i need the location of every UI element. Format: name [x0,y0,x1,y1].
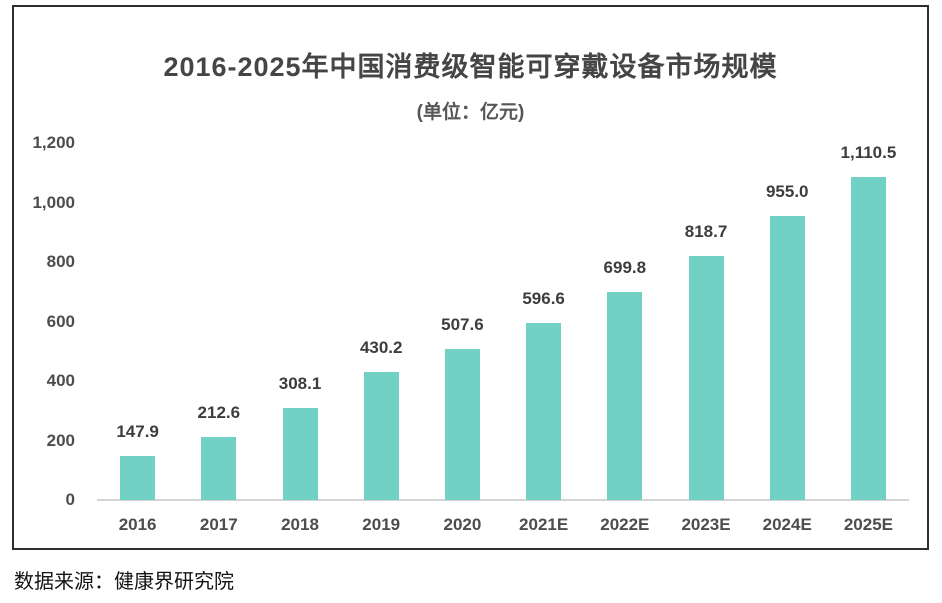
x-axis-baseline [97,499,909,501]
bar [688,256,724,500]
bar-group: 818.7 [665,143,746,500]
bar-value-label: 699.8 [603,257,647,277]
bar [526,322,562,500]
y-axis-tick-label: 1,000 [32,192,75,212]
x-axis-tick-label: 2023E [681,515,731,534]
y-axis-tick-label: 0 [65,490,75,509]
bar-group: 147.9 [97,143,178,500]
x-axis-tick-label: 2020 [443,515,482,534]
bar-value-label: 147.9 [116,422,159,441]
bar-value-label: 596.6 [522,288,565,308]
bar-value-label: 212.6 [197,402,241,422]
bars-container: 147.9 212.6 308.1 430.2 507.6 596.6 699.8 818.7… [97,143,909,500]
bar-group: 699.8 [584,143,665,500]
chart-frame: 2016-2025年中国消费级智能可穿戴设备市场规模 (单位：亿元) 147.9… [12,5,929,550]
y-axis-tick-label: 400 [46,371,75,390]
bar [607,291,643,500]
y-axis-tick-label: 200 [46,430,75,450]
bar-group: 430.2 [341,143,422,500]
x-axis-tick-label: 2021E [519,515,569,534]
plot-area: 147.9 212.6 308.1 430.2 507.6 596.6 699.8 818.7… [32,133,909,509]
bar-value-label: 308.1 [278,374,322,394]
bar-group: 596.6 [503,143,584,500]
bar-group: 955.0 [747,143,828,500]
bar [120,456,156,500]
x-axis-labels: 2016 2017 2018 2019 2020 2021E 2022E 2023E 2024E… [97,515,909,535]
bar-value-label: 818.7 [684,222,728,242]
y-axis-tick-label: 1,200 [32,133,75,152]
y-axis-tick-label: 800 [46,252,75,271]
bar-group: 308.1 [259,143,340,500]
x-axis-tick-label: 2022E [600,515,650,534]
x-axis-tick-label: 2016 [118,515,157,534]
bar-value-label: 955.0 [765,181,809,201]
bar-group: 507.6 [422,143,503,500]
bar [282,408,318,500]
bar [444,349,480,500]
x-axis-tick-label: 2018 [281,515,319,534]
bar [363,372,399,500]
chart-title: 2016-2025年中国消费级智能可穿戴设备市场规模 [163,52,778,82]
source-note: 数据来源：健康界研究院 [14,571,234,593]
bar [769,215,805,500]
bar-value-label: 1,110.5 [840,143,897,162]
x-axis-tick-label: 2025E [843,515,894,534]
y-axis-tick-label: 600 [46,311,75,331]
bar-value-label: 507.6 [441,315,484,334]
bar-group: 1,110.5 [828,143,909,500]
x-axis-tick-label: 2017 [199,515,238,534]
bar [850,177,886,500]
chart-subtitle: (单位：亿元) [416,102,525,123]
x-axis-tick-label: 2024E [762,515,812,534]
x-axis-tick-label: 2019 [362,515,401,534]
bar [201,436,237,500]
bar-group: 212.6 [178,143,259,500]
bar-value-label: 430.2 [359,338,403,358]
